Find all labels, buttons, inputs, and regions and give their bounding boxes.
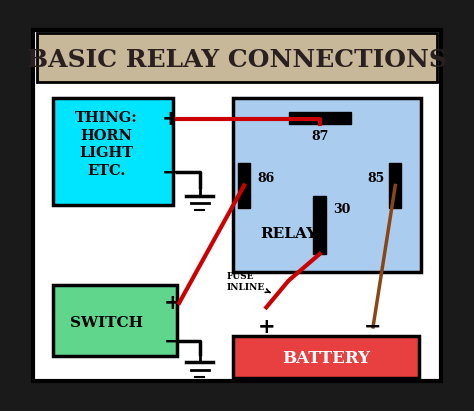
- Text: 85: 85: [367, 172, 384, 185]
- Bar: [53, 285, 177, 356]
- Text: BASIC RELAY CONNECTIONS: BASIC RELAY CONNECTIONS: [27, 48, 447, 72]
- Text: HORN: HORN: [80, 129, 132, 143]
- Text: 86: 86: [258, 172, 275, 185]
- Text: −: −: [162, 162, 179, 182]
- Bar: [233, 336, 419, 379]
- Bar: [238, 163, 250, 208]
- Text: +: +: [257, 317, 275, 337]
- Text: +: +: [163, 293, 181, 313]
- Bar: [233, 98, 421, 272]
- Text: RELAY: RELAY: [260, 227, 317, 241]
- Text: SWITCH: SWITCH: [70, 316, 143, 330]
- Bar: [37, 33, 437, 82]
- Text: ETC.: ETC.: [87, 164, 126, 178]
- Text: FUSE
INLINE: FUSE INLINE: [226, 272, 270, 293]
- Text: BATTERY: BATTERY: [282, 351, 370, 367]
- Text: LIGHT: LIGHT: [79, 146, 133, 160]
- Text: −: −: [365, 317, 382, 337]
- Text: 30: 30: [333, 203, 351, 216]
- Bar: [289, 112, 351, 124]
- Text: −: −: [164, 331, 181, 351]
- Text: 87: 87: [311, 130, 328, 143]
- Bar: [313, 196, 326, 254]
- Bar: [389, 163, 401, 208]
- Text: +: +: [162, 109, 179, 129]
- Bar: [53, 98, 173, 205]
- Text: THING:: THING:: [75, 111, 137, 125]
